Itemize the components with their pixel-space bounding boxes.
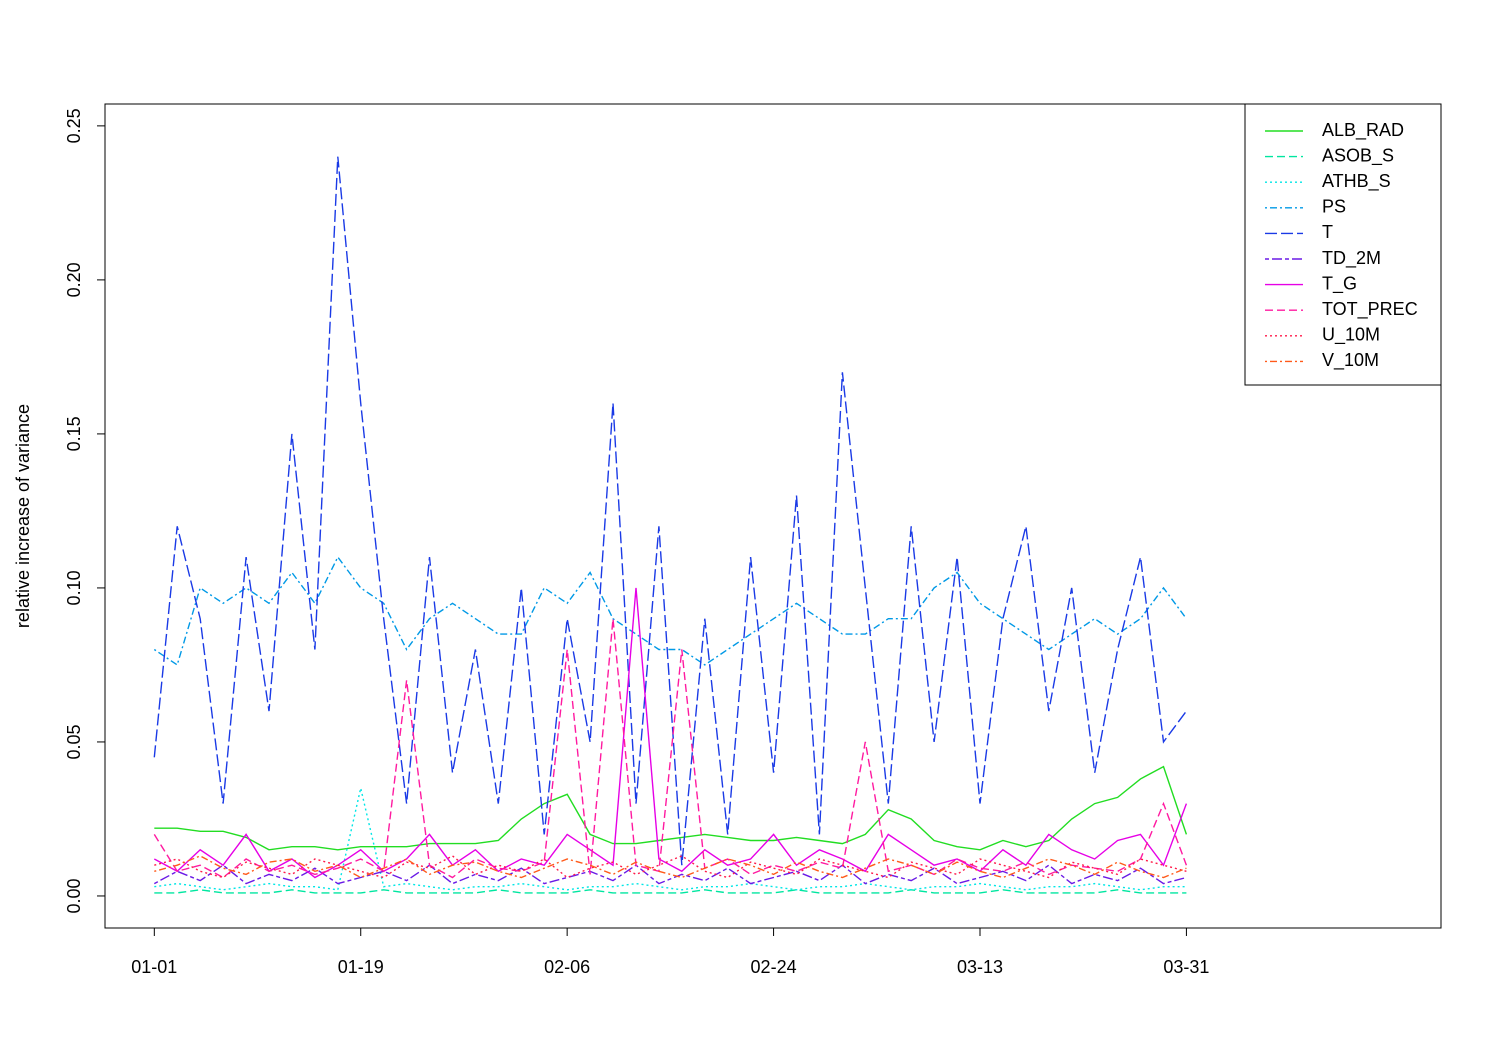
y-tick-label: 0.05	[64, 724, 84, 759]
legend-label: V_10M	[1322, 350, 1379, 371]
x-tick-label: 03-13	[957, 957, 1003, 977]
series-line	[154, 889, 1187, 894]
x-tick-label: 02-24	[751, 957, 797, 977]
series-line	[153, 156, 1187, 866]
legend-label: TOT_PREC	[1322, 299, 1418, 320]
x-tick-label: 02-06	[544, 957, 590, 977]
series-line	[153, 618, 1188, 879]
legend-label: T_G	[1322, 273, 1357, 294]
legend-label: ATHB_S	[1322, 171, 1391, 192]
series-line	[153, 864, 1187, 885]
series-line	[154, 855, 1187, 879]
legend-label: T	[1322, 222, 1333, 242]
series-line	[154, 765, 1188, 851]
legend-label: PS	[1322, 197, 1346, 217]
y-axis-label: relative increase of variance	[13, 404, 33, 628]
y-tick-label: 0.10	[64, 570, 84, 605]
y-tick-label: 0.20	[64, 262, 84, 297]
y-tick-label: 0.25	[64, 108, 84, 143]
legend-label: TD_2M	[1322, 248, 1381, 269]
legend-label: U_10M	[1322, 325, 1380, 346]
series-line	[154, 855, 1187, 879]
series-line	[154, 788, 1187, 891]
legend-label: ALB_RAD	[1322, 120, 1404, 141]
x-tick-label: 01-19	[338, 957, 384, 977]
legend-box	[1244, 103, 1442, 386]
y-tick-label: 0.15	[64, 416, 84, 451]
series-line	[153, 555, 1187, 667]
x-tick-label: 03-31	[1163, 957, 1209, 977]
legend-label: ASOB_S	[1322, 145, 1394, 166]
x-tick-label: 01-01	[131, 957, 177, 977]
y-tick-label: 0.00	[64, 878, 84, 913]
series-line	[153, 587, 1188, 879]
plot-frame	[104, 103, 1442, 929]
